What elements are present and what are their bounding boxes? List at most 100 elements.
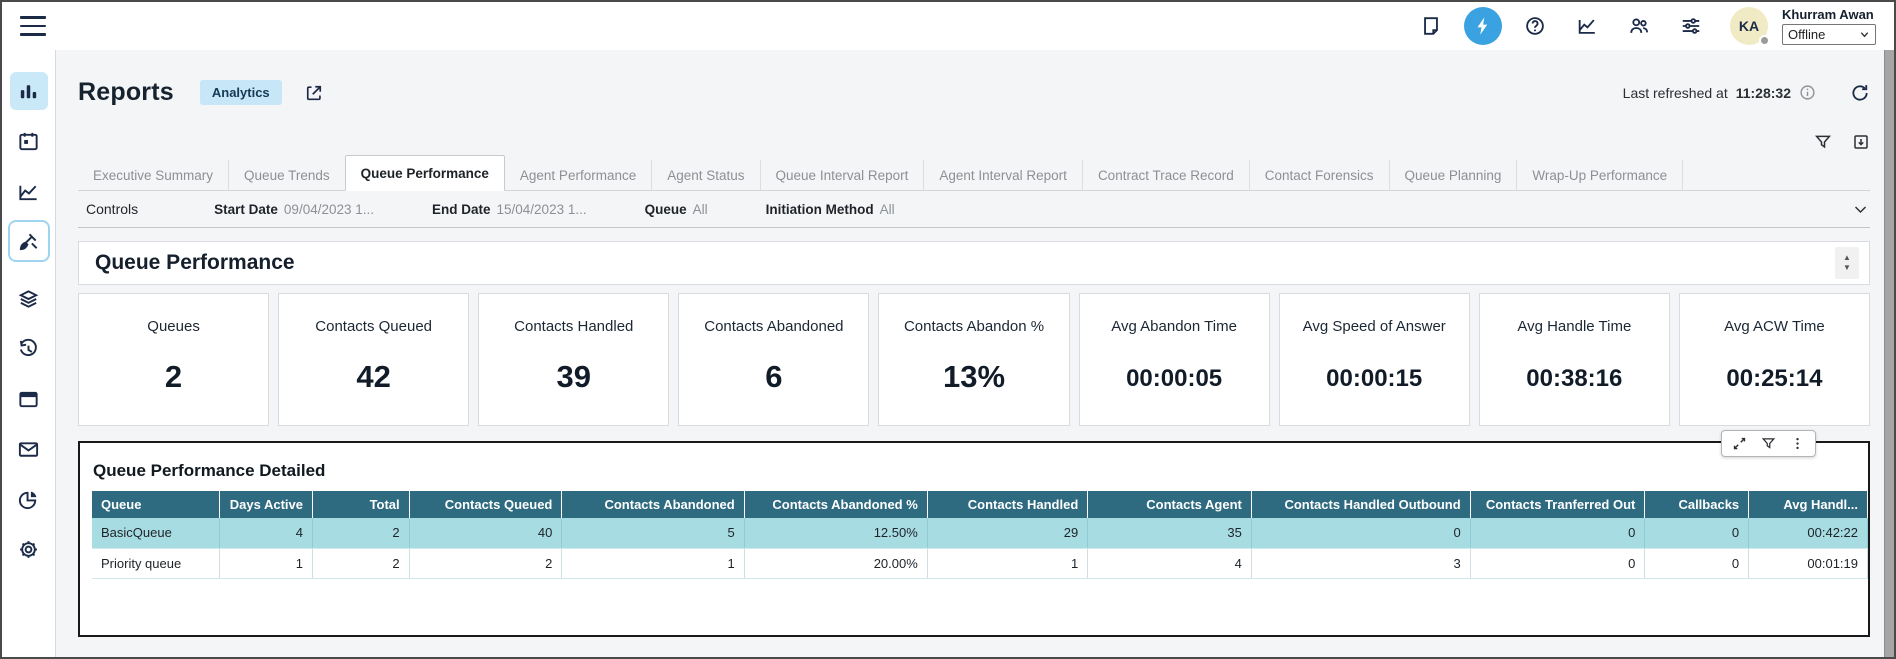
column-header[interactable]: Callbacks — [1644, 491, 1750, 518]
sidebar-item-metrics[interactable] — [10, 172, 48, 210]
column-header[interactable]: Contacts Handled — [927, 491, 1089, 518]
tab-queue-performance[interactable]: Queue Performance — [344, 155, 505, 191]
contact-icon — [1472, 15, 1494, 37]
control-label: Start Date — [214, 201, 278, 217]
topbar-help-button[interactable] — [1516, 7, 1554, 45]
section-spinner[interactable]: ▲ ▼ — [1835, 247, 1859, 279]
expand-icon[interactable] — [1732, 436, 1747, 451]
avatar-initials: KA — [1738, 18, 1760, 34]
kpi-label: Contacts Queued — [315, 318, 433, 335]
tab-agent-performance[interactable]: Agent Performance — [519, 167, 637, 183]
table-cell: 20.00% — [744, 548, 928, 579]
controls-bar: Controls Start Date 09/04/2023 1... End Da… — [78, 191, 1870, 228]
sidebar-item-pie[interactable] — [10, 480, 48, 518]
column-header[interactable]: Contacts Queued — [409, 491, 563, 518]
info-icon[interactable] — [1799, 84, 1816, 101]
kpi-label: Contacts Abandoned — [704, 318, 844, 335]
column-header[interactable]: Contacts Handled Outbound — [1251, 491, 1471, 518]
table-cell: 2 — [312, 518, 410, 549]
tab-queue-trends[interactable]: Queue Trends — [228, 160, 345, 190]
table-filter-icon[interactable] — [1761, 436, 1776, 451]
refresh-icon[interactable] — [1850, 83, 1870, 103]
kebab-menu-icon[interactable] — [1790, 436, 1805, 451]
last-refreshed-time: 11:28:32 — [1735, 84, 1791, 101]
filter-icon[interactable] — [1814, 133, 1832, 151]
detail-panel: Queue Performance Detailed Queue Days Act… — [78, 430, 1870, 637]
kpi-contacts-abandoned: Contacts Abandoned 6 — [678, 293, 870, 426]
controls-collapse-icon[interactable] — [1853, 202, 1870, 217]
sidebar-item-history[interactable] — [10, 330, 48, 368]
notes-icon — [1420, 15, 1442, 37]
control-initiation-method[interactable]: Initiation Method All — [766, 202, 895, 217]
table-cell: 2 — [312, 548, 410, 579]
topbar-users-button[interactable] — [1620, 7, 1658, 45]
kpi-label: Contacts Abandon % — [903, 318, 1045, 335]
download-icon[interactable] — [1852, 133, 1870, 151]
control-end-date[interactable]: End Date 15/04/2023 1... — [432, 202, 587, 217]
tab-queue-planning[interactable]: Queue Planning — [1388, 160, 1517, 190]
column-header[interactable]: Contacts Abandoned — [561, 491, 745, 518]
tab-agent-status[interactable]: Agent Status — [651, 160, 759, 190]
avatar[interactable]: KA — [1730, 7, 1770, 46]
topbar-settings-button[interactable] — [1672, 7, 1710, 45]
column-header[interactable]: Days Active — [219, 491, 314, 518]
sidebar-item-layers[interactable] — [10, 280, 48, 318]
status-value: Offline — [1788, 27, 1826, 42]
table-cell: 4 — [219, 518, 314, 549]
column-header[interactable]: Avg Handl... — [1748, 491, 1868, 518]
help-icon — [1524, 15, 1546, 37]
tab-contact-forensics[interactable]: Contact Forensics — [1248, 160, 1389, 190]
control-start-date[interactable]: Start Date 09/04/2023 1... — [214, 202, 374, 217]
table-row[interactable]: BasicQueue 4 2 40 5 12.50% 29 35 0 0 0 00:42:22 — [92, 518, 1868, 549]
table-row[interactable]: Priority queue 1 2 2 1 20.00% 1 4 3 0 0 00:01:19 — [92, 548, 1868, 579]
tab-wrap-up-performance[interactable]: Wrap-Up Performance — [1516, 160, 1684, 190]
topbar-notes-button[interactable] — [1412, 7, 1450, 45]
kpi-avg-abandon-time: Avg Abandon Time 00:00:05 — [1078, 293, 1270, 426]
spinner-up-icon: ▲ — [1843, 253, 1851, 262]
table-cell: 5 — [561, 518, 745, 549]
vertical-scrollbar[interactable] — [1884, 50, 1894, 657]
status-dropdown[interactable]: Offline — [1782, 24, 1876, 45]
external-link-icon[interactable] — [304, 83, 324, 103]
table-cell: 0 — [1644, 548, 1750, 579]
kpi-value: 6 — [765, 359, 783, 394]
sidebar-item-analytics[interactable] — [9, 72, 48, 110]
kpi-queues: Queues 2 — [78, 293, 270, 426]
tab-executive-summary[interactable]: Executive Summary — [93, 167, 214, 183]
detail-table: Queue Days Active Total Contacts Queued Cont… — [92, 491, 1868, 579]
table-cell: 29 — [927, 518, 1089, 549]
tab-contract-trace-record[interactable]: Contract Trace Record — [1081, 160, 1249, 190]
controls-title: Controls — [86, 201, 139, 217]
column-header[interactable]: Contacts Abandoned % — [744, 491, 928, 518]
column-header[interactable]: Contacts Tranferred Out — [1470, 491, 1646, 518]
kpi-value: 00:38:16 — [1526, 365, 1623, 392]
history-icon — [17, 338, 40, 361]
topbar-actions: KA Khurram Awan Offline — [1412, 7, 1876, 46]
control-queue[interactable]: Queue All — [645, 202, 708, 217]
topbar-contact-button[interactable] — [1464, 7, 1502, 45]
sidebar-item-settings[interactable] — [10, 530, 48, 568]
sidebar-item-design[interactable] — [10, 222, 48, 260]
table-cell: 12.50% — [744, 518, 928, 549]
menu-icon[interactable] — [20, 16, 46, 36]
column-header[interactable]: Contacts Agent — [1087, 491, 1252, 518]
control-label: End Date — [432, 201, 491, 217]
kpi-value: 00:25:14 — [1726, 365, 1823, 392]
table-cell: 1 — [561, 548, 745, 579]
kpi-value: 42 — [356, 359, 391, 394]
column-header[interactable]: Queue — [92, 491, 221, 518]
kpi-label: Avg Handle Time — [1517, 318, 1632, 335]
control-label: Queue — [644, 201, 687, 217]
table-toolbar — [1721, 430, 1816, 457]
topbar-metrics-button[interactable] — [1568, 7, 1606, 45]
kpi-cards: Queues 2 Contacts Queued 42 Contacts Handled… — [78, 293, 1870, 426]
sidebar-item-window[interactable] — [10, 380, 48, 418]
column-header[interactable]: Total — [312, 491, 410, 518]
kpi-avg-handle-time: Avg Handle Time 00:38:16 — [1478, 293, 1670, 426]
sidebar-item-mail[interactable] — [10, 430, 48, 468]
tab-queue-interval-report[interactable]: Queue Interval Report — [759, 160, 924, 190]
report-actions — [78, 133, 1870, 151]
sidebar-item-calendar[interactable] — [10, 122, 48, 160]
tab-agent-interval-report[interactable]: Agent Interval Report — [923, 160, 1082, 190]
